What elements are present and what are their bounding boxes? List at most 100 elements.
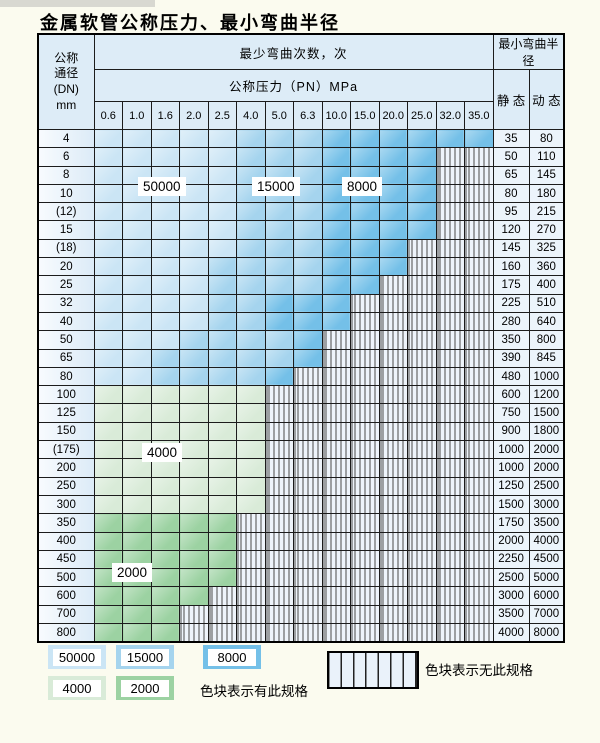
spec-cell-50000 bbox=[179, 220, 209, 240]
spec-cell-8000 bbox=[321, 275, 351, 295]
spec-cell-4000 bbox=[236, 494, 266, 515]
spec-cell-50000 bbox=[179, 128, 209, 149]
no-spec-cell bbox=[435, 348, 465, 368]
spec-cell-2000 bbox=[150, 568, 180, 588]
spec-cell-2000 bbox=[150, 623, 180, 643]
no-spec-cell bbox=[264, 421, 294, 442]
spec-cell-15000 bbox=[207, 293, 237, 313]
spec-cell-2000 bbox=[207, 513, 237, 533]
spec-cell-4000 bbox=[179, 403, 209, 423]
no-spec-cell bbox=[236, 586, 266, 606]
spec-cell-50000 bbox=[207, 202, 237, 222]
table-row: 150 900 1800 bbox=[37, 421, 565, 442]
spec-cell-8000 bbox=[350, 275, 380, 295]
dynamic-radius-cell: 1500 bbox=[528, 403, 565, 423]
spec-cell-2000 bbox=[122, 513, 152, 533]
no-spec-cell bbox=[378, 275, 408, 295]
no-spec-cell bbox=[464, 275, 494, 295]
spec-cell-4000 bbox=[93, 476, 123, 496]
no-spec-cell bbox=[350, 348, 380, 368]
no-spec-cell bbox=[236, 623, 266, 643]
dn-cell: 100 bbox=[37, 385, 95, 405]
spec-cell-4000 bbox=[207, 476, 237, 496]
no-spec-cell bbox=[407, 366, 437, 387]
no-spec-cell bbox=[464, 604, 494, 625]
spec-cell-2000 bbox=[179, 513, 209, 533]
dn-cell: 8 bbox=[37, 165, 95, 185]
static-radius-cell: 2000 bbox=[492, 531, 530, 551]
spec-cell-8000 bbox=[378, 257, 408, 277]
dynamic-radius-cell: 110 bbox=[528, 147, 565, 167]
spec-cell-8000 bbox=[378, 165, 408, 185]
spec-cell-8000 bbox=[264, 311, 294, 332]
table-row: 600 3000 6000 bbox=[37, 586, 565, 606]
no-spec-cell bbox=[407, 257, 437, 277]
spec-cell-4000 bbox=[150, 385, 180, 405]
legend-swatch-2000: 2000 bbox=[116, 676, 174, 700]
no-spec-cell bbox=[464, 348, 494, 368]
spec-cell-15000 bbox=[236, 293, 266, 313]
no-spec-cell bbox=[378, 531, 408, 551]
dn-cell: 4 bbox=[37, 128, 95, 149]
no-spec-cell bbox=[464, 147, 494, 167]
spec-cell-50000 bbox=[93, 202, 123, 222]
static-radius-cell: 35 bbox=[492, 128, 530, 149]
spec-cell-50000 bbox=[93, 330, 123, 350]
legend-swatch-8000: 8000 bbox=[203, 645, 261, 669]
spec-cell-8000 bbox=[293, 348, 323, 368]
no-spec-cell bbox=[464, 385, 494, 405]
spec-cell-8000 bbox=[293, 330, 323, 350]
static-radius-cell: 80 bbox=[492, 183, 530, 204]
spec-cell-15000 bbox=[207, 330, 237, 350]
no-spec-cell bbox=[321, 604, 351, 625]
no-spec-cell bbox=[321, 458, 351, 478]
no-spec-cell bbox=[407, 275, 437, 295]
spec-cell-50000 bbox=[122, 366, 152, 387]
table-row: 250 1250 2500 bbox=[37, 476, 565, 496]
dn-cell: 65 bbox=[37, 348, 95, 368]
table-row: 4 35 80 bbox=[37, 128, 565, 149]
spec-cell-15000 bbox=[264, 238, 294, 259]
no-spec-cell bbox=[378, 476, 408, 496]
dn-cell: 25 bbox=[37, 275, 95, 295]
no-spec-cell bbox=[435, 275, 465, 295]
dn-cell: 450 bbox=[37, 549, 95, 570]
spec-cell-50000 bbox=[122, 220, 152, 240]
spec-cell-4000 bbox=[122, 421, 152, 442]
no-spec-cell bbox=[435, 238, 465, 259]
spec-cell-8000 bbox=[321, 147, 351, 167]
dn-cell: 10 bbox=[37, 183, 95, 204]
dn-header-line: (DN) bbox=[53, 82, 79, 96]
spec-cell-50000 bbox=[179, 257, 209, 277]
no-spec-cell bbox=[464, 165, 494, 185]
spec-cell-15000 bbox=[207, 311, 237, 332]
table-row: 350 1750 3500 bbox=[37, 513, 565, 533]
static-radius-cell: 600 bbox=[492, 385, 530, 405]
spec-cell-50000 bbox=[207, 220, 237, 240]
no-spec-cell bbox=[236, 549, 266, 570]
spec-cell-50000 bbox=[122, 275, 152, 295]
region-value-label: 4000 bbox=[142, 443, 183, 462]
no-spec-cell bbox=[293, 476, 323, 496]
spec-cell-50000 bbox=[122, 257, 152, 277]
spec-cell-4000 bbox=[122, 458, 152, 478]
spec-cell-50000 bbox=[150, 220, 180, 240]
spec-cell-50000 bbox=[93, 257, 123, 277]
pressure-column-header: 0.6 bbox=[93, 101, 123, 130]
no-spec-cell bbox=[464, 183, 494, 204]
no-spec-cell bbox=[350, 586, 380, 606]
dynamic-radius-cell: 4500 bbox=[528, 549, 565, 570]
no-spec-cell bbox=[378, 494, 408, 515]
no-spec-cell bbox=[435, 385, 465, 405]
spec-cell-4000 bbox=[150, 494, 180, 515]
no-spec-cell bbox=[464, 293, 494, 313]
spec-cell-50000 bbox=[150, 238, 180, 259]
spec-cell-8000 bbox=[293, 311, 323, 332]
spec-cell-15000 bbox=[264, 220, 294, 240]
spec-cell-15000 bbox=[236, 348, 266, 368]
no-spec-cell bbox=[350, 403, 380, 423]
no-spec-cell bbox=[321, 623, 351, 643]
no-spec-cell bbox=[293, 403, 323, 423]
static-radius-cell: 4000 bbox=[492, 623, 530, 643]
spec-cell-4000 bbox=[179, 494, 209, 515]
